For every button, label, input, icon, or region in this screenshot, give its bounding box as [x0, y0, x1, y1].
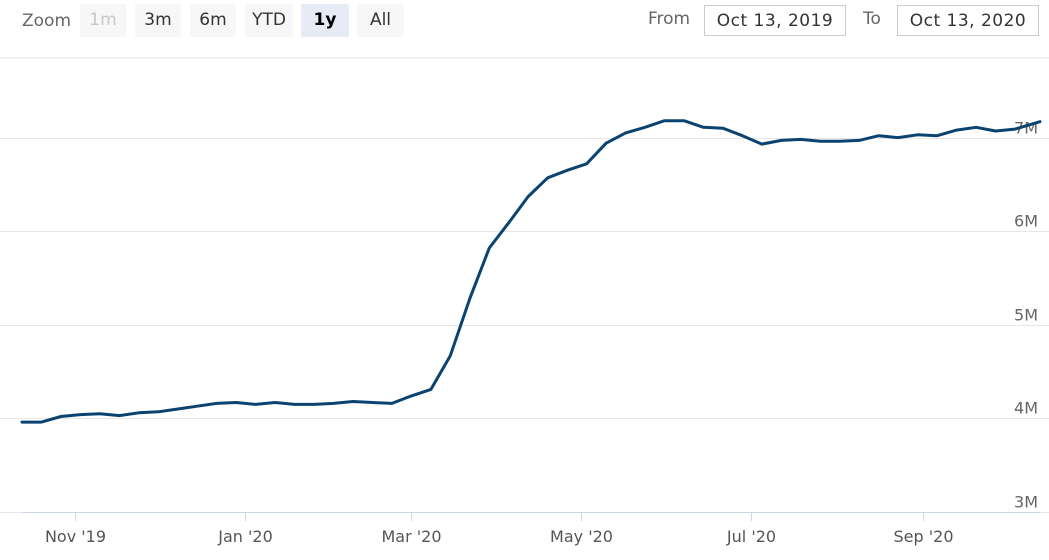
- data-point[interactable]: [581, 158, 593, 170]
- data-point[interactable]: [1009, 123, 1021, 135]
- data-point[interactable]: [620, 127, 632, 139]
- zoom-all-button[interactable]: All: [357, 4, 404, 37]
- zoom-6m-button[interactable]: 6m: [190, 4, 236, 37]
- series-line: [20, 119, 1042, 424]
- zoom-1y-button[interactable]: 1y: [301, 4, 349, 37]
- zoom-3m-button[interactable]: 3m: [135, 4, 181, 37]
- data-point[interactable]: [74, 409, 86, 421]
- series-layer: [16, 115, 1046, 428]
- data-point[interactable]: [931, 130, 943, 142]
- x-tick-label: Nov '19: [45, 527, 106, 546]
- data-point[interactable]: [503, 217, 515, 229]
- data-point[interactable]: [834, 135, 846, 147]
- data-point[interactable]: [367, 397, 379, 409]
- data-point[interactable]: [55, 411, 67, 423]
- y-tick-label: 3M: [1014, 493, 1038, 512]
- data-point[interactable]: [892, 132, 904, 144]
- y-tick-label: 5M: [1014, 306, 1038, 325]
- data-point[interactable]: [912, 129, 924, 141]
- data-point[interactable]: [347, 396, 359, 408]
- x-tick-label: May '20: [550, 527, 613, 546]
- zoom-ytd-button[interactable]: YTD: [245, 4, 293, 37]
- data-point[interactable]: [425, 383, 437, 395]
- data-point[interactable]: [152, 406, 164, 418]
- x-tick-label: Mar '20: [381, 527, 441, 546]
- from-date-input[interactable]: Oct 13, 2019: [704, 5, 846, 36]
- data-point[interactable]: [250, 398, 262, 410]
- data-point[interactable]: [113, 410, 125, 422]
- to-label: To: [863, 9, 881, 29]
- data-point[interactable]: [970, 121, 982, 133]
- data-point[interactable]: [191, 400, 203, 412]
- data-point[interactable]: [211, 397, 223, 409]
- data-point[interactable]: [230, 397, 242, 409]
- data-point[interactable]: [717, 122, 729, 134]
- data-point[interactable]: [775, 134, 787, 146]
- x-axis: Nov '19 Jan '20 Mar '20 May '20 Jul '20 Sep '…: [22, 512, 1040, 546]
- zoom-label: Zoom: [22, 11, 72, 31]
- from-label: From: [648, 9, 691, 29]
- data-point[interactable]: [464, 293, 476, 305]
- data-point[interactable]: [308, 398, 320, 410]
- y-tick-label: 6M: [1014, 212, 1038, 231]
- x-tick-label: Jan '20: [217, 527, 273, 546]
- data-point[interactable]: [736, 130, 748, 142]
- data-point[interactable]: [542, 172, 554, 184]
- data-point[interactable]: [405, 390, 417, 402]
- data-point[interactable]: [483, 242, 495, 254]
- data-point[interactable]: [94, 408, 106, 420]
- data-point[interactable]: [697, 121, 709, 133]
- data-point[interactable]: [678, 115, 690, 127]
- data-point[interactable]: [600, 137, 612, 149]
- y-tick-label: 4M: [1014, 399, 1038, 418]
- data-point[interactable]: [795, 133, 807, 145]
- data-point[interactable]: [522, 191, 534, 203]
- data-point[interactable]: [853, 134, 865, 146]
- grid-layer: [0, 57, 1049, 513]
- data-point[interactable]: [328, 397, 340, 409]
- data-point[interactable]: [172, 403, 184, 415]
- data-point[interactable]: [133, 407, 145, 419]
- data-point[interactable]: [814, 135, 826, 147]
- data-point[interactable]: [269, 397, 281, 409]
- data-point[interactable]: [990, 125, 1002, 137]
- data-point[interactable]: [756, 138, 768, 150]
- data-point[interactable]: [561, 164, 573, 176]
- data-point[interactable]: [444, 350, 456, 362]
- data-point[interactable]: [659, 115, 671, 127]
- data-point[interactable]: [36, 416, 48, 428]
- data-point[interactable]: [639, 121, 651, 133]
- to-date-input[interactable]: Oct 13, 2020: [897, 5, 1039, 36]
- data-point[interactable]: [1034, 116, 1046, 128]
- range-selector: Zoom 1m 3m 6m YTD 1y All From Oct 13, 20…: [0, 0, 1049, 44]
- zoom-1m-button[interactable]: 1m: [80, 4, 126, 37]
- data-point[interactable]: [951, 124, 963, 136]
- data-point[interactable]: [16, 416, 28, 428]
- x-tick-label: Jul '20: [726, 527, 776, 546]
- data-point[interactable]: [386, 397, 398, 409]
- data-point[interactable]: [289, 398, 301, 410]
- data-point[interactable]: [873, 130, 885, 142]
- x-tick-label: Sep '20: [894, 527, 954, 546]
